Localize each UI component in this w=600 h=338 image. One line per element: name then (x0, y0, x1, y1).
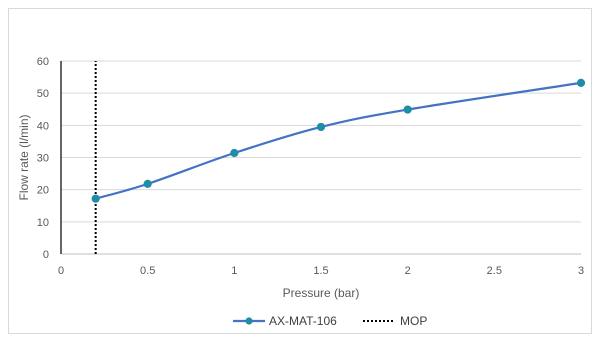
y-tick-label-30: 30 (37, 153, 49, 165)
x-tick-label-0: 0 (58, 265, 64, 277)
y-tick-label-60: 60 (37, 56, 49, 68)
chart-frame (8, 8, 592, 334)
y-tick-label-40: 40 (37, 120, 49, 132)
series-layer (91, 61, 586, 254)
x-tick-label-1-5: 1.5 (313, 265, 328, 277)
axes (60, 61, 581, 255)
legend-label-ax-mat-106: AX-MAT-106 (269, 314, 337, 328)
gridlines (61, 60, 581, 223)
series-line-ax-mat-106 (95, 81, 582, 200)
x-tick-label-2: 2 (405, 265, 411, 277)
y-tick-label-0: 0 (43, 249, 49, 261)
y-tick-label-20: 20 (37, 185, 49, 197)
data-point-ax-mat-106-5 (576, 78, 586, 87)
legend: AX-MAT-106 MOP (233, 314, 427, 328)
data-point-ax-mat-106-1 (143, 179, 152, 188)
y-axis-title: Flow rate (l/min) (17, 114, 31, 200)
x-tick-label-0-5: 0.5 (140, 265, 155, 277)
y-tick-labels: 0 10 20 30 40 50 60 (37, 56, 49, 261)
data-point-ax-mat-106-0 (91, 194, 100, 203)
y-tick-label-10: 10 (37, 217, 49, 229)
legend-marker-ax-mat-106 (245, 317, 253, 325)
x-axis-title: Pressure (bar) (283, 286, 360, 300)
x-tick-label-2-5: 2.5 (487, 265, 502, 277)
x-tick-label-1: 1 (231, 265, 237, 277)
data-point-ax-mat-106-2 (230, 148, 239, 158)
legend-label-mop: MOP (400, 314, 427, 328)
data-point-ax-mat-106-4 (403, 105, 412, 114)
x-tick-label-3: 3 (578, 265, 584, 277)
y-tick-label-50: 50 (37, 88, 49, 100)
data-point-ax-mat-106-3 (316, 122, 326, 132)
x-tick-labels: 0 0.5 1 1.5 2 2.5 3 (58, 265, 584, 277)
